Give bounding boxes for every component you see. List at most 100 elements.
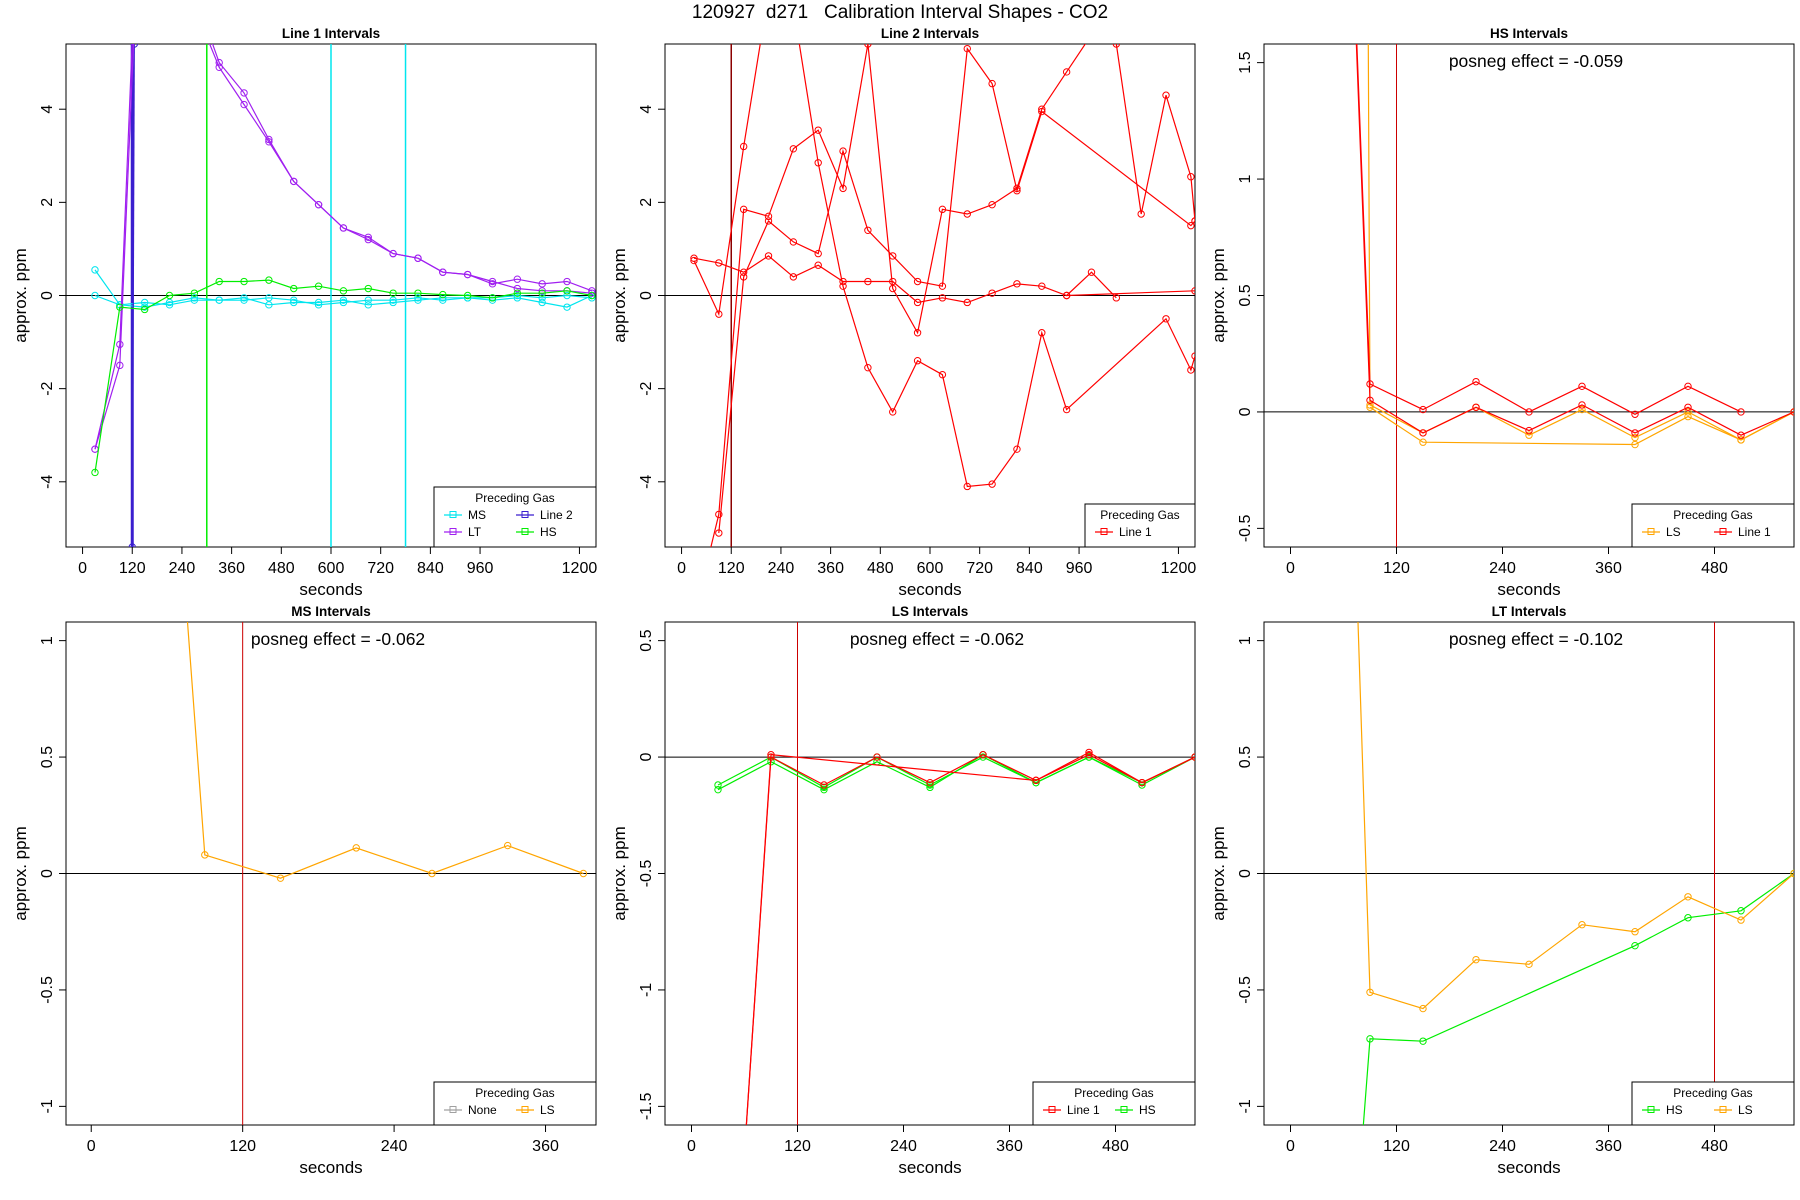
plot-area [1264, 622, 1794, 1125]
y-axis-label: approx. ppm [11, 826, 30, 921]
data-point [389, 289, 397, 297]
data-point [1631, 429, 1639, 437]
y-tick-label: 0 [1237, 869, 1254, 878]
data-point [1191, 217, 1195, 225]
legend-swatch-marker [521, 528, 529, 535]
data-point [165, 301, 174, 309]
y-tick-label: -1 [1237, 1099, 1254, 1113]
data-point [463, 291, 472, 300]
data-point [364, 301, 372, 309]
x-tick-label: 360 [218, 560, 245, 577]
data-point [1191, 753, 1195, 761]
x-axis-label: seconds [299, 1158, 362, 1177]
data-point [91, 291, 99, 300]
legend-swatch-marker [521, 1106, 529, 1113]
y-tick-label: -0.5 [1237, 976, 1254, 1004]
data-point [913, 357, 922, 365]
y-tick-label: 0.5 [638, 629, 655, 651]
data-point [215, 296, 223, 304]
data-point [414, 289, 422, 297]
data-point [364, 296, 372, 304]
data-point [814, 249, 822, 258]
data-point [1419, 438, 1427, 446]
x-tick-label: 0 [78, 560, 87, 577]
data-point [715, 510, 723, 519]
data-point [1366, 403, 1374, 411]
x-tick-label: 120 [229, 1138, 256, 1155]
data-point [1419, 1004, 1427, 1013]
series-line [717, 754, 1195, 791]
data-point [1191, 287, 1195, 295]
data-point [1419, 1037, 1427, 1045]
data-point [1062, 68, 1071, 76]
x-tick-label: 0 [1286, 1138, 1295, 1155]
data-point [140, 305, 149, 314]
data-point [1013, 280, 1021, 288]
data-point [513, 284, 522, 293]
data-point [873, 753, 881, 761]
data-point [1631, 440, 1639, 449]
data-point [1525, 426, 1533, 435]
data-point [339, 287, 348, 295]
legend-entry: Line 2 [540, 508, 573, 522]
x-tick-label: 1200 [562, 560, 598, 577]
data-point [538, 289, 546, 297]
data-point [538, 287, 546, 295]
data-point [116, 303, 124, 311]
data-point [1187, 173, 1195, 181]
series-line [718, 47, 1195, 534]
data-point [889, 252, 897, 260]
legend-title: Preceding Gas [1673, 1086, 1752, 1100]
legend-swatch-marker [1719, 1106, 1727, 1113]
data-point [1790, 869, 1794, 878]
data-point [988, 79, 996, 88]
x-tick-label: 720 [367, 560, 394, 577]
y-tick-label: 0.5 [1237, 284, 1254, 306]
data-point [1684, 403, 1692, 411]
legend-entry: HS [540, 525, 557, 539]
data-point [839, 282, 847, 290]
legend-entry: LT [468, 525, 482, 539]
x-tick-label: 840 [1016, 560, 1043, 577]
data-point [1187, 221, 1195, 230]
x-tick-label: 720 [966, 560, 993, 577]
data-point [864, 363, 872, 372]
x-tick-label: 120 [119, 560, 146, 577]
data-point [563, 287, 571, 295]
data-point [739, 205, 748, 214]
y-tick-label: -0.5 [1237, 514, 1254, 542]
series-line [1369, 406, 1794, 446]
data-point [864, 277, 872, 286]
data-point [714, 785, 722, 794]
y-axis-label: approx. ppm [610, 826, 629, 921]
y-tick-label: -0.5 [39, 976, 56, 1004]
legend-entry: HS [1666, 1103, 1683, 1117]
data-point [764, 212, 773, 221]
x-tick-label: 960 [467, 560, 494, 577]
data-point [314, 282, 323, 290]
x-tick-label: 0 [1286, 560, 1295, 577]
panel-title: LT Intervals [1492, 604, 1567, 619]
x-axis-label: seconds [299, 580, 362, 599]
plot-area [665, 44, 1195, 547]
data-point [938, 294, 947, 302]
x-tick-label: 480 [268, 560, 295, 577]
data-point [1472, 377, 1480, 386]
y-tick-label: 0 [638, 753, 655, 762]
data-point [1137, 210, 1145, 218]
data-point [314, 200, 323, 209]
x-axis-label: seconds [1497, 580, 1560, 599]
x-tick-label: 120 [1383, 560, 1410, 577]
legend-box [1084, 503, 1196, 548]
legend-entry: LS [1666, 525, 1681, 539]
data-point [739, 268, 748, 276]
posneg-annotation: posneg effect = -0.059 [1449, 51, 1623, 71]
data-point [767, 751, 775, 759]
y-tick-label: 0 [39, 291, 56, 300]
data-point [814, 261, 822, 269]
data-point [290, 296, 298, 304]
data-point [265, 276, 273, 284]
series-line [186, 622, 584, 879]
